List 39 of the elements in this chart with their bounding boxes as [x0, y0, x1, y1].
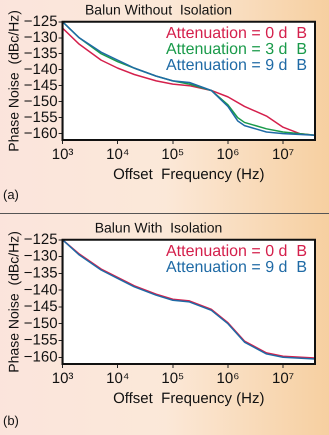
y-tick-label: −140 [24, 60, 58, 78]
x-tick-label: 10⁷ [272, 146, 294, 164]
chart-title: Balun With Isolation [94, 219, 222, 236]
y-tick-label: −130 [24, 28, 58, 46]
x-axis-title: Offset Frequency (Hz) [113, 166, 265, 184]
y-axis-title: Phase Noise (dBc/Hz) [5, 10, 22, 152]
text: (b) [3, 413, 19, 428]
y-tick-label: −155 [24, 108, 58, 126]
series-label: Attenuation = 9 d B [166, 57, 307, 74]
y-tick-label: −135 [24, 264, 58, 282]
x-tick-label: 10⁴ [106, 146, 130, 164]
series-label: Attenuation = 3 d B [166, 41, 307, 58]
y-tick-label: −145 [24, 298, 58, 316]
x-tick-label: 10³ [52, 370, 74, 388]
y-tick-label: −150 [24, 314, 58, 332]
y-tick-label: −125 [24, 12, 58, 30]
y-tick-label: −160 [24, 124, 58, 142]
text: (a) [3, 187, 19, 202]
x-tick-label: 10⁴ [106, 370, 130, 388]
y-tick-label: −155 [24, 332, 58, 349]
y-tick-label: −130 [24, 248, 58, 265]
x-tick-label: 10⁵ [161, 370, 184, 388]
y-tick-label: −140 [24, 281, 58, 298]
x-axis-title: Offset Frequency (Hz) [113, 390, 265, 408]
series-label: Attenuation = 9 d B [166, 259, 307, 276]
y-tick-label: −150 [24, 92, 58, 110]
x-tick-label: 10³ [52, 146, 74, 164]
x-tick-label: 10⁵ [161, 146, 184, 164]
y-axis-title: Phase Noise (dBc/Hz) [5, 231, 22, 373]
chart-title: Balun Without Isolation [84, 1, 232, 18]
text: Attenuation = 0 d B [166, 243, 307, 260]
y-tick-label: −135 [24, 44, 58, 62]
x-tick-label: 10⁷ [272, 370, 294, 388]
x-tick-label: 10⁶ [216, 146, 240, 164]
y-tick-label: −145 [24, 76, 58, 94]
y-tick-label: −125 [24, 230, 58, 248]
text: Attenuation = 0 d B [166, 25, 307, 42]
x-tick-label: 10⁶ [216, 370, 240, 388]
y-tick-label: −160 [24, 348, 58, 366]
